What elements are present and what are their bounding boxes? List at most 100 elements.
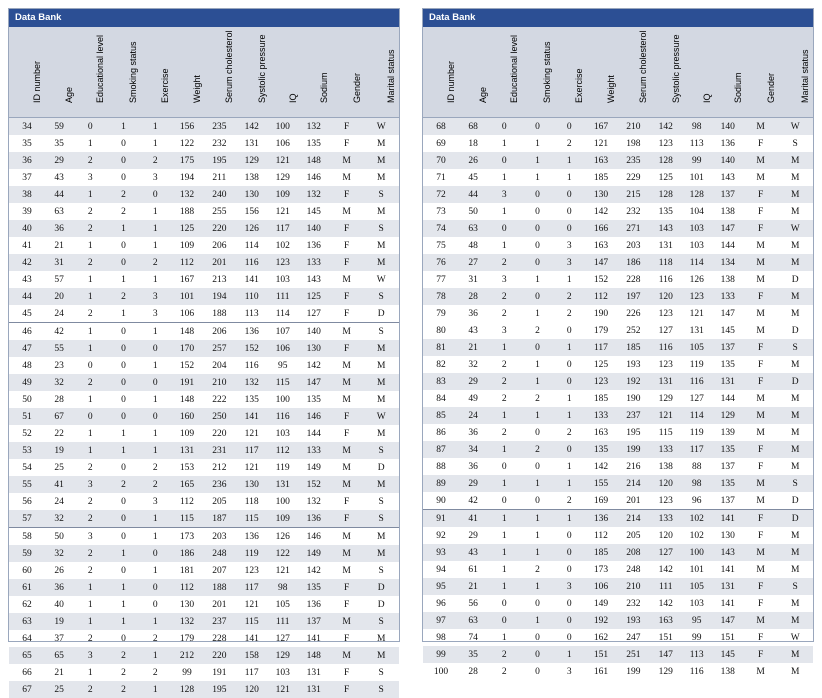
table-cell: 28	[458, 288, 488, 305]
table-cell: 98	[681, 118, 712, 135]
table-cell: 120	[235, 681, 268, 698]
table-cell: F	[743, 509, 778, 527]
table-cell: 207	[212, 565, 227, 576]
table-cell: 116	[689, 666, 704, 677]
table-cell: M	[342, 462, 351, 473]
table-cell: 125	[170, 220, 204, 237]
table-cell: 0	[107, 408, 140, 425]
table-cell: M	[743, 118, 778, 135]
column-header: Exercise	[140, 27, 171, 117]
column-header: ID number	[9, 27, 45, 117]
table-cell: 36	[44, 220, 74, 237]
table-cell: S	[363, 613, 399, 630]
column-header-label: ID number	[31, 60, 42, 103]
table-cell: M	[790, 172, 800, 183]
table-cell: 123	[658, 495, 673, 506]
table-cell: 1	[501, 530, 507, 541]
table-cell: M	[376, 394, 386, 405]
table-cell: 109	[267, 510, 298, 528]
table-cell: M	[363, 476, 399, 493]
table-cell: 1	[87, 667, 93, 678]
table-cell: 214	[617, 509, 650, 527]
table-cell: 1	[73, 186, 108, 203]
table-cell: M	[743, 475, 778, 492]
table-row: 34 59 0 1 1 156 235 142 100 132 F W	[9, 118, 399, 135]
table-cell: 103	[689, 240, 704, 251]
table-cell: 99	[182, 667, 192, 678]
table-cell: 24	[54, 308, 64, 319]
table-cell: 2	[521, 441, 554, 458]
table-cell: 153	[179, 462, 195, 473]
table-cell: 55	[44, 340, 74, 357]
table-cell: 1	[487, 407, 522, 424]
table-row: 73 50 1 0 0 142 232 135 104 138 F M	[423, 203, 813, 220]
table-cell: S	[777, 578, 813, 595]
table-cell: 1	[121, 274, 126, 285]
table-cell: 1	[139, 681, 171, 698]
table-cell: 45	[468, 172, 478, 183]
table-cell: 1	[87, 240, 93, 251]
table-cell: 136	[306, 599, 321, 610]
table-cell: 135	[711, 475, 744, 492]
column-header-label: Educational level	[95, 34, 106, 103]
table-cell: 0	[139, 374, 171, 391]
table-row: 62 40 1 1 0 130 201 121 105 136 F D	[9, 596, 399, 613]
table-cell: 74	[468, 632, 478, 643]
table-cell: 145	[711, 646, 744, 663]
table-cell: 192	[584, 612, 618, 629]
table-cell: 3	[139, 288, 171, 305]
table-cell: 0	[566, 206, 572, 217]
data-table-right: 68 68 0 0 0 167 210 142 98 140 M W 69 18 1 1 2 121 198 123 1…	[423, 118, 813, 680]
table-cell: 1	[501, 564, 507, 575]
table-cell: 0	[487, 118, 522, 135]
table-cell: 40	[54, 599, 64, 610]
table-cell: 120	[658, 530, 673, 541]
table-cell: 232	[626, 206, 641, 217]
table-row: 72 44 3 0 0 130 215 128 128 137 F M	[423, 186, 813, 203]
table-cell: M	[777, 186, 813, 203]
table-row: 81 21 1 0 1 117 185 116 105 137 F S	[423, 339, 813, 356]
table-cell: 141	[244, 633, 259, 644]
table-cell: 70	[423, 152, 459, 169]
table-cell: M	[376, 360, 386, 371]
table-cell: 145	[720, 325, 735, 336]
table-cell: 2	[107, 647, 140, 664]
table-cell: 69	[436, 138, 446, 149]
table-cell: 114	[681, 407, 712, 424]
table-cell: 138	[658, 461, 673, 472]
table-cell: F	[343, 428, 350, 439]
table-cell: 44	[44, 186, 74, 203]
table-cell: F	[329, 288, 364, 305]
table-cell: 129	[658, 666, 673, 677]
table-cell: F	[743, 646, 778, 663]
table-cell: 99	[423, 646, 459, 663]
table-cell: 0	[139, 408, 171, 425]
column-header-label: Educational level	[509, 34, 520, 103]
table-cell: 187	[203, 510, 236, 528]
table-cell: 0	[535, 598, 540, 609]
table-cell: M	[329, 647, 364, 664]
table-cell: 132	[170, 186, 204, 203]
table-cell: 100	[275, 394, 290, 405]
column-header-label: Exercise	[574, 68, 585, 103]
table-cell: 1	[152, 206, 158, 217]
table-cell: F	[757, 359, 764, 370]
table-cell: M	[777, 254, 813, 271]
table-cell: D	[777, 509, 813, 527]
table-cell: D	[377, 308, 385, 319]
table-cell: 135	[711, 441, 744, 458]
table-cell: 142	[306, 360, 321, 371]
table-cell: 3	[566, 240, 572, 251]
table-cell: 133	[297, 442, 330, 459]
table-cell: 0	[487, 152, 522, 169]
table-cell: 141	[720, 564, 735, 575]
table-cell: M	[756, 274, 765, 285]
table-cell: 38	[9, 186, 45, 203]
table-cell: 78	[423, 288, 459, 305]
table-cell: 3	[73, 647, 108, 664]
table-cell: 2	[566, 138, 572, 149]
table-cell: 0	[553, 441, 585, 458]
table-cell: 116	[235, 254, 268, 271]
table-cell: M	[756, 495, 765, 506]
table-cell: 41	[458, 509, 488, 527]
